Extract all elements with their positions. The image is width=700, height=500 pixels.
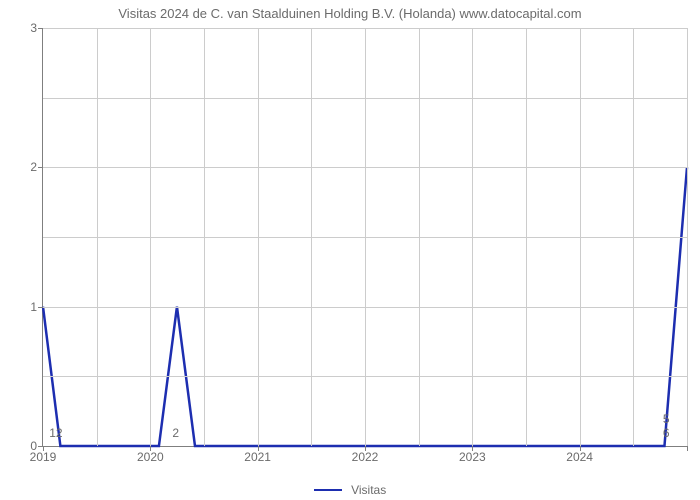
grid-line-vertical — [687, 28, 688, 446]
chart-container: Visitas 2024 de C. van Staalduinen Holdi… — [0, 0, 700, 500]
xtick-label: 2023 — [447, 446, 497, 464]
legend-swatch — [314, 489, 342, 491]
chart-title: Visitas 2024 de C. van Staalduinen Holdi… — [0, 6, 700, 21]
xtick-label: 2021 — [233, 446, 283, 464]
xtick-label: 2024 — [555, 446, 605, 464]
legend-label: Visitas — [351, 483, 386, 497]
xtick-mark — [687, 446, 688, 451]
xtick-label: 2020 — [125, 446, 175, 464]
grid-line-horizontal — [43, 237, 687, 238]
grid-line-horizontal — [43, 98, 687, 99]
ytick-label: 1 — [11, 300, 43, 314]
data-label: 5 6 — [663, 412, 679, 440]
ytick-label: 2 — [11, 160, 43, 174]
plot-area: 01232019202020212022202320241225 6 — [42, 28, 687, 447]
data-label: 2 — [172, 426, 179, 440]
legend: Visitas — [0, 482, 700, 497]
grid-line-horizontal — [43, 376, 687, 377]
grid-line-horizontal — [43, 307, 687, 308]
xtick-label: 2022 — [340, 446, 390, 464]
grid-line-horizontal — [43, 167, 687, 168]
grid-line-horizontal — [43, 28, 687, 29]
xtick-label: 2019 — [18, 446, 68, 464]
data-label: 12 — [49, 426, 62, 440]
ytick-label: 3 — [11, 21, 43, 35]
